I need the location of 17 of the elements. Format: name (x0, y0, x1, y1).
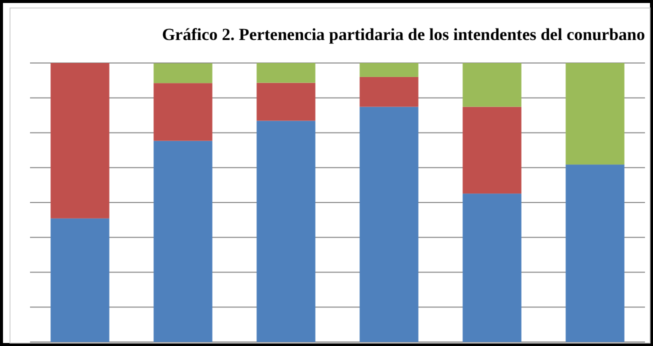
bar (566, 164, 624, 342)
bar (50, 218, 110, 342)
bar (256, 120, 316, 342)
bar (154, 140, 212, 342)
bar (360, 63, 418, 77)
bar (256, 63, 316, 83)
bar (462, 194, 522, 342)
bar (462, 63, 522, 107)
bar (154, 83, 212, 141)
bar (154, 63, 212, 84)
bar (50, 63, 110, 218)
bar (462, 106, 522, 194)
bar (360, 106, 418, 342)
bar (256, 82, 316, 121)
bar (360, 76, 418, 107)
chart-title: Gráfico 2. Pertenencia partidaria de los intendentes del conurbano (162, 25, 645, 44)
bar (566, 63, 624, 165)
